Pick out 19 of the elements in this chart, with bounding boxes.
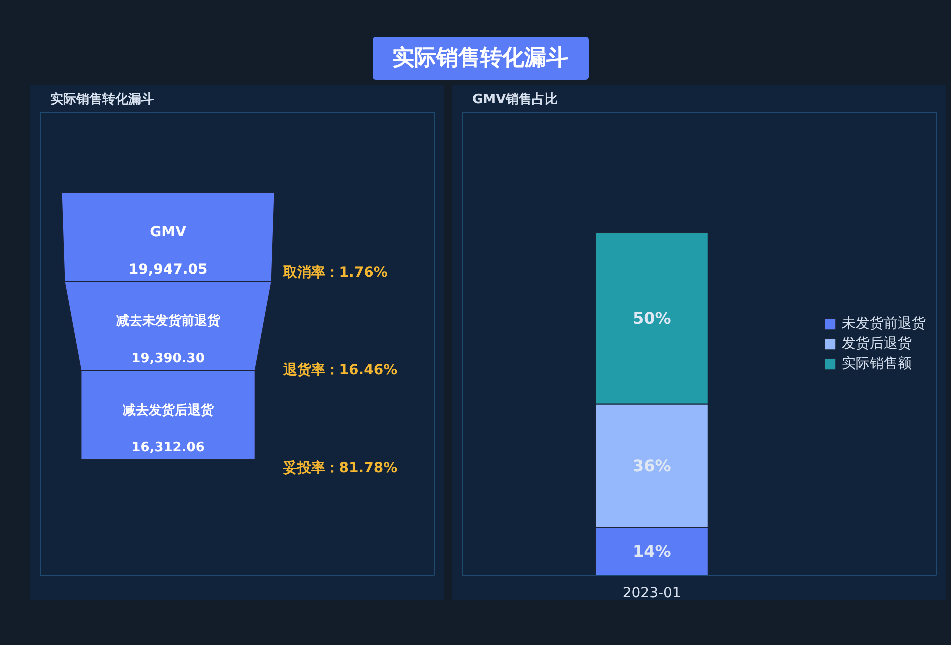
text: 实际销售转化漏斗 bbox=[372, 36, 588, 80]
category-label: GMV bbox=[150, 224, 187, 241]
text: 妥投率：81.78% bbox=[282, 460, 398, 477]
category-label: 减去未发货前退货 bbox=[116, 313, 222, 330]
legend-label: 实际销售额 bbox=[842, 354, 912, 372]
data-label: 16,312.06 bbox=[132, 440, 205, 456]
text: 取消率：1.76% bbox=[282, 264, 388, 281]
data-label: 36% bbox=[632, 456, 672, 476]
text: 退货率：16.46% bbox=[282, 362, 398, 379]
data-label: 19,390.30 bbox=[132, 351, 205, 366]
category-label: 减去发货后退货 bbox=[122, 402, 215, 418]
text: 实际销售转化漏斗 bbox=[50, 92, 154, 108]
data-label: 14% bbox=[632, 542, 672, 562]
data-label: 50% bbox=[632, 309, 672, 328]
legend-label: 未发货前退货 bbox=[842, 314, 926, 332]
x-tick-label: 2023-01 bbox=[622, 586, 682, 602]
legend-label: 发货后退货 bbox=[842, 334, 912, 352]
data-label: 19,947.05 bbox=[128, 262, 208, 278]
chart-title: GMV销售占比 bbox=[472, 92, 558, 108]
